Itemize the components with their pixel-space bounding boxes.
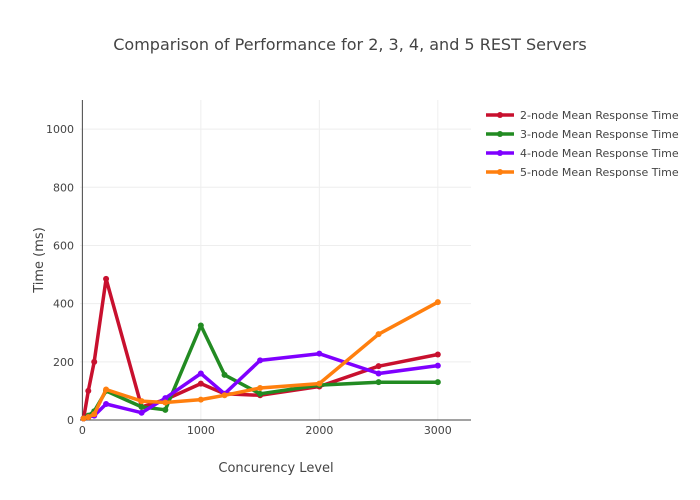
data-point (103, 401, 110, 407)
data-point (257, 385, 264, 391)
data-point (257, 357, 264, 364)
data-point (80, 415, 87, 422)
legend-swatch-marker (497, 150, 503, 156)
x-tick-label: 1000 (187, 424, 215, 437)
data-point (91, 358, 98, 365)
legend-swatch-marker (497, 131, 503, 137)
data-point (434, 299, 441, 306)
data-point (138, 403, 145, 410)
data-point (375, 363, 382, 370)
data-point (138, 409, 145, 416)
data-point (103, 386, 110, 393)
y-tick-label: 0 (67, 414, 74, 427)
data-point (375, 370, 382, 377)
legend-item[interactable]: 4-node Mean Response Time (486, 147, 679, 160)
x-axis-title: Concurency Level (218, 461, 333, 476)
data-point (434, 362, 441, 369)
y-tick-label: 600 (53, 239, 74, 252)
legend-item[interactable]: 2-node Mean Response Time (486, 109, 679, 122)
data-point (197, 322, 204, 329)
legend: 2-node Mean Response Time 3-node Mean Res… (486, 109, 679, 179)
data-point (85, 414, 92, 421)
data-point (85, 387, 92, 394)
data-point (221, 371, 228, 378)
y-tick-label: 200 (53, 356, 74, 369)
grid (80, 100, 471, 420)
series-5-node (80, 299, 441, 422)
data-point (257, 390, 264, 397)
legend-label: 4-node Mean Response Time (520, 147, 679, 160)
data-point (91, 411, 98, 418)
data-point (197, 370, 204, 377)
series-group (80, 275, 441, 422)
data-point (434, 351, 441, 358)
data-point (434, 379, 441, 386)
data-point (221, 392, 228, 399)
data-point (316, 380, 323, 387)
x-tick-label: 2000 (305, 424, 333, 437)
y-tick-label: 800 (53, 181, 74, 194)
y-axis-ticks: 0 200 400 600 800 1000 (46, 123, 74, 427)
data-point (197, 396, 204, 403)
y-tick-label: 1000 (46, 123, 74, 136)
legend-item[interactable]: 3-node Mean Response Time (486, 128, 679, 141)
data-point (162, 395, 169, 402)
legend-label: 2-node Mean Response Time (520, 109, 679, 122)
legend-label: 5-node Mean Response Time (520, 166, 679, 179)
x-tick-label: 0 (79, 424, 86, 437)
legend-swatch-marker (497, 112, 503, 118)
data-point (316, 350, 323, 357)
y-tick-label: 400 (53, 298, 74, 311)
data-point (162, 406, 169, 413)
data-point (197, 380, 204, 387)
legend-item[interactable]: 5-node Mean Response Time (486, 166, 679, 179)
chart-title: Comparison of Performance for 2, 3, 4, a… (113, 35, 587, 54)
data-point (103, 275, 110, 282)
legend-label: 3-node Mean Response Time (520, 128, 679, 141)
legend-swatch-marker (497, 169, 503, 175)
data-point (375, 379, 382, 386)
data-point (162, 399, 169, 406)
x-tick-label: 3000 (424, 424, 452, 437)
data-point (375, 331, 382, 338)
x-axis-ticks: 0 1000 2000 3000 (79, 424, 452, 437)
y-axis-title: Time (ms) (32, 227, 47, 294)
data-point (138, 398, 145, 405)
